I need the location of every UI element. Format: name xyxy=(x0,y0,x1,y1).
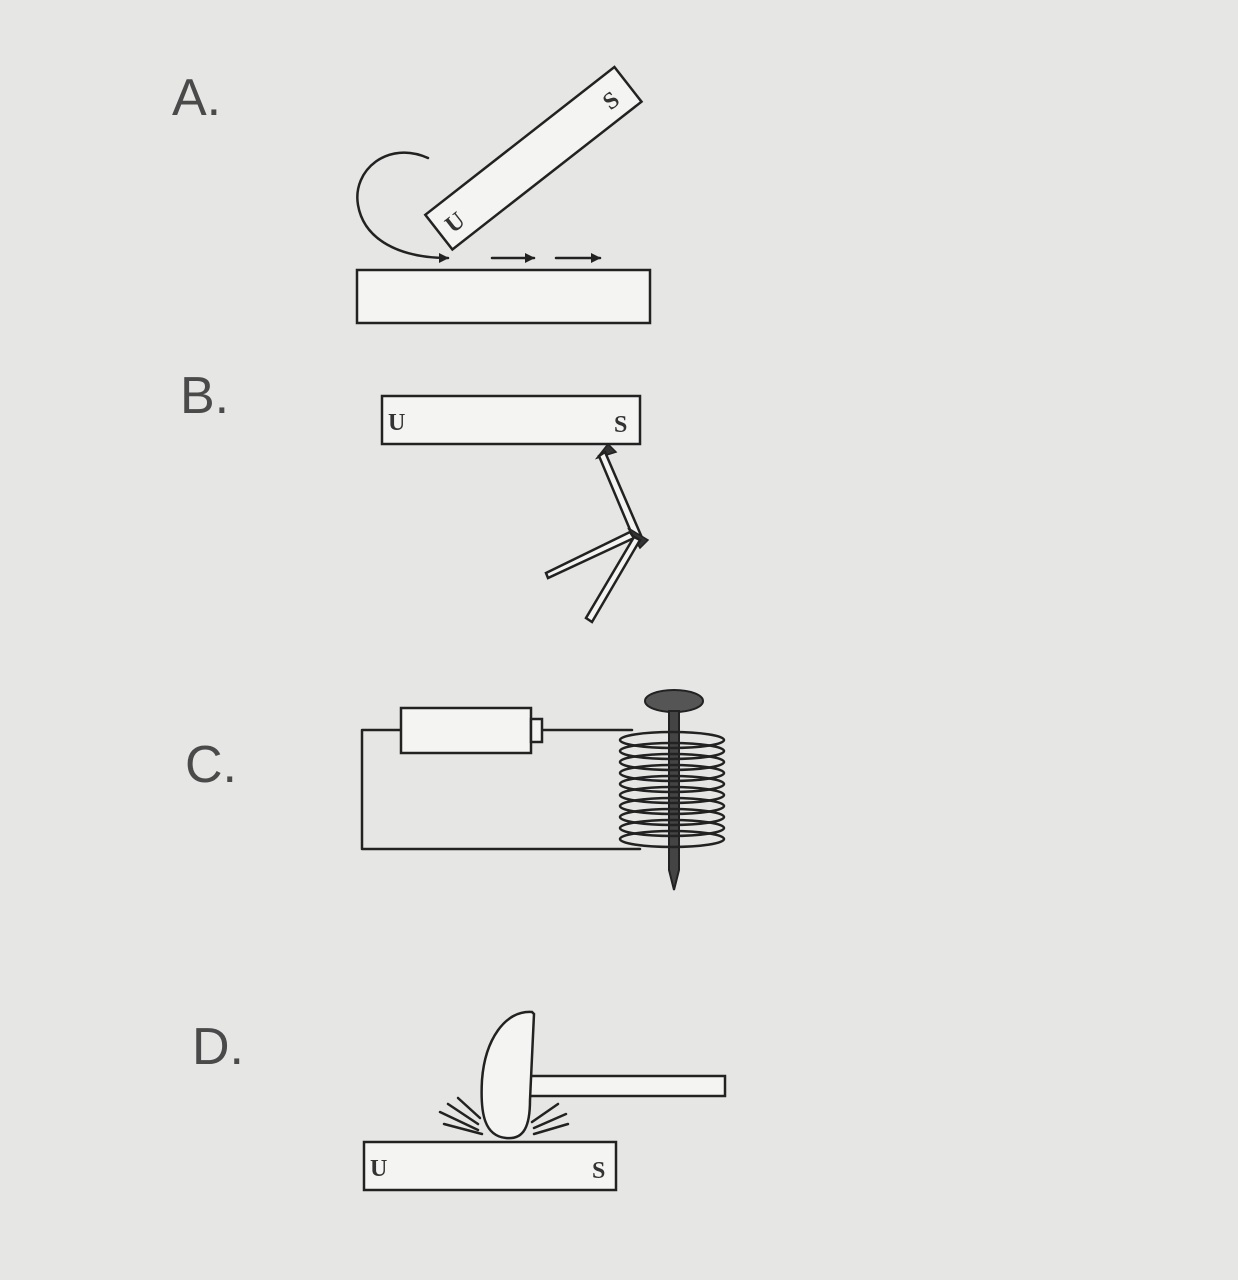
bar-magnet-horizontal xyxy=(380,394,642,446)
impact-lines xyxy=(438,1096,570,1136)
nail-3 xyxy=(584,535,642,624)
magnet-pole-s: S xyxy=(614,412,627,438)
magnet-body xyxy=(423,65,644,252)
nail-shaft xyxy=(668,710,680,891)
bar-magnet-tilted: U S xyxy=(423,65,644,252)
hammer-handle xyxy=(523,1074,727,1098)
nail-2 xyxy=(544,530,636,580)
option-a-label: A. xyxy=(172,69,221,127)
magnet-pole-u: U xyxy=(388,410,405,436)
hammer-head xyxy=(480,1010,536,1140)
curved-motion-arrow xyxy=(356,151,450,263)
option-c: C. xyxy=(185,689,726,891)
battery xyxy=(399,706,533,755)
magnet-pole-s: S xyxy=(592,1158,605,1184)
circuit-wire-left xyxy=(360,728,642,851)
option-b-label: B. xyxy=(180,367,229,425)
option-c-label: C. xyxy=(185,736,237,794)
option-a: A. U S xyxy=(172,65,652,325)
iron-bar xyxy=(355,268,652,325)
option-d: D. U S xyxy=(192,1010,727,1192)
magnet-pole-u: U xyxy=(370,1156,387,1182)
wire-coil xyxy=(618,730,726,849)
option-d-label: D. xyxy=(192,1018,244,1076)
battery-terminal xyxy=(529,717,544,744)
nail-1 xyxy=(597,450,645,546)
nail-head xyxy=(644,689,704,713)
electromagnet xyxy=(618,689,726,891)
bar-magnet-horizontal xyxy=(362,1140,618,1192)
hanging-nails xyxy=(544,442,650,624)
hammer-icon xyxy=(480,1010,727,1140)
option-b: B. U S xyxy=(180,367,650,624)
